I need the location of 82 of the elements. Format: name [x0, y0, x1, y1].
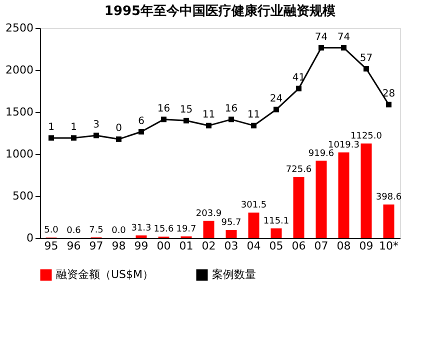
data-label: 57 [360, 52, 373, 64]
data-label: 31.3 [131, 223, 152, 234]
x-tick-label: 08 [336, 240, 351, 252]
data-label: 0 [116, 123, 122, 134]
x-tick-label: 07 [314, 240, 328, 252]
point [138, 129, 144, 135]
bar [248, 212, 260, 238]
data-label: 16 [224, 103, 238, 114]
bar [203, 220, 214, 238]
data-label: 0.6 [66, 226, 82, 236]
y-tick-label: 1500 [6, 106, 34, 118]
x-tick-label: 05 [269, 240, 284, 252]
data-label: 1125.0 [350, 132, 382, 142]
bar [270, 228, 282, 238]
y-tick-label: 0 [26, 232, 34, 244]
data-label: 725.6 [286, 165, 312, 176]
bar [293, 177, 304, 238]
data-label: 1019.3 [328, 140, 360, 150]
point [71, 135, 76, 141]
point [48, 135, 54, 141]
bar [338, 152, 350, 238]
legend-label: 案例数量 [212, 268, 256, 281]
point [206, 122, 212, 128]
data-label: 3 [93, 119, 100, 130]
data-label: 1 [70, 122, 77, 133]
point [364, 66, 369, 72]
data-label: 1 [48, 122, 54, 133]
x-tick-label: 09 [359, 240, 374, 252]
x-tick-label: 02 [202, 240, 216, 252]
y-tick-label: 2500 [6, 22, 34, 34]
data-label: 7.5 [89, 225, 104, 236]
data-label: 74 [314, 32, 328, 43]
x-tick-label: 06 [292, 240, 306, 252]
point [386, 102, 392, 108]
data-label: 74 [337, 32, 350, 43]
data-label: 28 [382, 88, 396, 100]
x-tick-label: 96 [66, 240, 81, 252]
point [296, 86, 302, 92]
chart-title: 1995年至今中国医疗健康行业融资规模 [104, 3, 336, 19]
x-tick-label: 03 [224, 240, 238, 252]
x-tick-label: 10* [379, 240, 399, 252]
data-label: 0.0 [112, 226, 126, 236]
x-tick-label: 00 [156, 240, 171, 252]
data-label: 19.7 [176, 224, 196, 234]
data-label: 11 [202, 110, 216, 121]
data-label: 15.6 [154, 224, 174, 235]
data-label: 919.6 [308, 148, 334, 159]
x-tick-label: 04 [246, 240, 261, 252]
x-tick-label: 95 [44, 240, 58, 252]
data-label: 5.0 [44, 226, 59, 236]
legend-label: 融资金额（US$M） [56, 268, 154, 281]
data-label: 15 [180, 104, 193, 116]
y-tick-label: 1000 [6, 148, 34, 160]
data-label: 95.7 [221, 218, 242, 228]
y-tick-label: 500 [12, 190, 34, 202]
data-label: 301.5 [240, 200, 267, 211]
data-label: 16 [157, 103, 170, 114]
x-tick-label: 97 [89, 240, 104, 252]
data-label: 398.6 [376, 192, 402, 203]
data-label: 203.9 [196, 208, 222, 219]
point [184, 118, 189, 124]
point [251, 122, 256, 128]
bar [316, 160, 327, 238]
data-label: 24 [270, 94, 283, 105]
point [116, 136, 122, 142]
point [161, 116, 166, 122]
point [228, 116, 234, 122]
point [341, 45, 346, 51]
y-tick-label: 2000 [6, 64, 34, 76]
bar [383, 204, 394, 238]
bar [136, 235, 147, 238]
x-tick-label: 01 [179, 240, 194, 252]
data-label: 11 [247, 110, 260, 121]
data-label: 115.1 [263, 216, 290, 226]
data-label: 6 [138, 116, 144, 127]
bar [226, 230, 237, 238]
point [318, 45, 324, 51]
point [94, 132, 99, 138]
x-tick-label: 99 [134, 240, 148, 252]
x-tick-label: 98 [112, 240, 126, 252]
bar [360, 144, 372, 238]
point [274, 106, 279, 112]
